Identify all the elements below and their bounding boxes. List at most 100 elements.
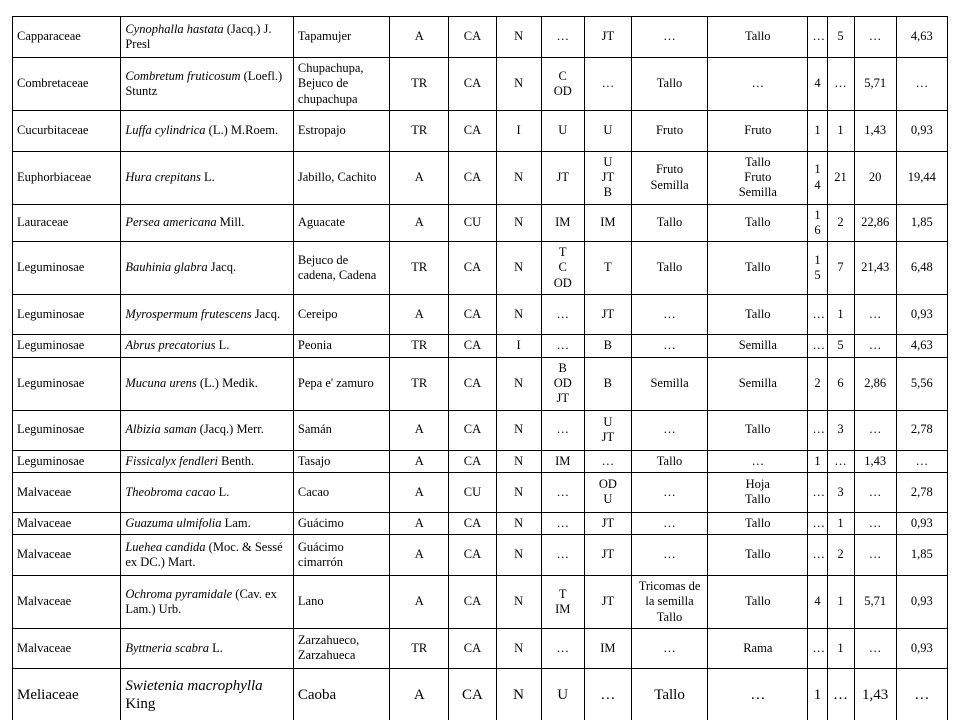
scientific-name: Persea americana <box>125 215 217 230</box>
count-a-cell: 15 <box>807 241 828 295</box>
count-b-cell: 2 <box>826 203 855 242</box>
author-abbreviation: (Loefl.) Stuntz <box>125 68 283 98</box>
count-a-cell: 1 <box>807 449 828 473</box>
scientific-name-cell: Luehea candida (Moc. & Sessé ex DC.) Mar… <box>120 534 294 576</box>
count-a-cell: … <box>807 534 828 576</box>
author-abbreviation: Jacq. <box>207 260 237 275</box>
use-code-a-cell: IM <box>540 203 585 242</box>
table-row: Meliaceae Swietenia macrophylla King Cao… <box>11 667 949 720</box>
scientific-name: Luehea candida <box>125 539 206 554</box>
percent-b-cell: … <box>895 449 949 473</box>
use-code-a-cell: U <box>540 109 585 152</box>
use-code-b-cell: JT <box>583 511 632 536</box>
percent-a-cell: … <box>853 409 897 451</box>
scientific-name-cell: Byttneria scabra L. <box>120 627 294 669</box>
habit-cell: TR <box>389 57 450 111</box>
plant-part-b-cell: Tallo Fruto Semilla <box>707 150 809 205</box>
plant-part-a-cell: … <box>630 534 709 576</box>
table-row: Leguminosae Bauhinia glabra Jacq. Bejuco… <box>11 241 949 295</box>
table-row: Leguminosae Myrospermum frutescens Jacq.… <box>11 293 949 335</box>
percent-b-cell: 0,93 <box>895 627 949 669</box>
use-code-b-cell: IM <box>583 627 632 669</box>
percent-b-cell: 6,48 <box>895 241 949 295</box>
percent-a-cell: 1,43 <box>853 449 897 473</box>
habit-cell: A <box>389 293 450 335</box>
origin-cell: N <box>495 575 542 629</box>
scientific-name-cell: Ochroma pyramidale (Cav. ex Lam.) Urb. <box>120 575 294 629</box>
common-name-cell: Estropajo <box>292 109 391 152</box>
table-row: Leguminosae Albizia saman (Jacq.) Merr. … <box>11 409 949 451</box>
use-code-b-cell: U <box>583 109 632 152</box>
table-row: Malvaceae Luehea candida (Moc. & Sessé e… <box>11 534 949 576</box>
plant-part-b-cell: Fruto <box>707 109 809 152</box>
family-cell: Combretaceae <box>11 57 122 111</box>
family-cell: Euphorbiaceae <box>11 150 122 205</box>
use-code-a-cell: … <box>540 293 585 335</box>
common-name-cell: Tapamujer <box>292 16 391 58</box>
count-b-cell: 6 <box>826 356 855 411</box>
author-abbreviation: L. <box>200 170 215 184</box>
common-name-cell: Cacao <box>292 471 391 513</box>
percent-b-cell: 2,78 <box>895 409 949 451</box>
management-cell: CA <box>448 667 497 720</box>
plant-part-b-cell: Hoja Tallo <box>707 471 809 513</box>
count-a-cell: 16 <box>807 203 828 242</box>
management-cell: CA <box>448 449 497 473</box>
count-a-cell: … <box>807 409 828 451</box>
habit-cell: A <box>389 511 450 536</box>
count-b-cell: 3 <box>826 409 855 451</box>
percent-b-cell: 0,93 <box>895 575 949 629</box>
plant-part-b-cell: Semilla <box>707 333 809 358</box>
origin-cell: I <box>495 109 542 152</box>
percent-b-cell: 5,56 <box>895 356 949 411</box>
use-code-a-cell: … <box>540 16 585 58</box>
scientific-name-cell: Hura crepitans L. <box>120 150 294 205</box>
habit-cell: TR <box>389 627 450 669</box>
author-abbreviation: (L.) Medik. <box>196 376 258 390</box>
scientific-name-cell: Myrospermum frutescens Jacq. <box>120 293 294 335</box>
use-code-b-cell: IM <box>583 203 632 242</box>
common-name-cell: Tasajo <box>292 449 391 473</box>
family-cell: Leguminosae <box>11 241 122 295</box>
use-code-a-cell: … <box>540 627 585 669</box>
use-code-a-cell: C OD <box>540 57 585 111</box>
count-a-cell: … <box>807 333 828 358</box>
count-a-cell: … <box>807 16 828 58</box>
use-code-b-cell: JT <box>583 575 632 629</box>
percent-a-cell: 5,71 <box>853 575 897 629</box>
family-cell: Leguminosae <box>11 409 122 451</box>
family-cell: Meliaceae <box>11 667 122 720</box>
count-a-cell: 4 <box>807 57 828 111</box>
common-name-cell: Lano <box>292 575 391 629</box>
count-a-cell: … <box>807 511 828 536</box>
table-body: Capparaceae Cynophalla hastata (Jacq.) J… <box>11 16 949 720</box>
origin-cell: N <box>495 534 542 576</box>
table-row: Lauraceae Persea americana Mill. Aguacat… <box>11 203 949 242</box>
plant-part-a-cell: Tallo <box>630 57 709 111</box>
plant-part-b-cell: … <box>707 449 809 473</box>
use-code-a-cell: … <box>540 471 585 513</box>
scientific-name: Bauhinia glabra <box>125 260 208 275</box>
management-cell: CU <box>448 471 497 513</box>
origin-cell: N <box>495 627 542 669</box>
author-abbreviation: Lam. <box>221 515 251 530</box>
use-code-a-cell: JT <box>540 150 585 205</box>
habit-cell: TR <box>389 356 450 411</box>
scientific-name: Albizia saman <box>125 422 197 437</box>
use-code-b-cell: B <box>583 333 632 358</box>
plant-part-a-cell: Tallo <box>630 449 709 473</box>
count-a-cell: … <box>807 293 828 335</box>
scientific-name-cell: Cynophalla hastata (Jacq.) J. Presl <box>120 16 294 58</box>
author-abbreviation: (Moc. & Sessé ex DC.) Mart. <box>125 539 283 569</box>
percent-a-cell: … <box>853 333 897 358</box>
percent-a-cell: … <box>853 511 897 536</box>
management-cell: CU <box>448 203 497 242</box>
count-b-cell: 21 <box>826 150 855 205</box>
origin-cell: N <box>495 16 542 58</box>
count-a-cell: 2 <box>807 356 828 411</box>
common-name-cell: Peonia <box>292 333 391 358</box>
plant-part-a-cell: Fruto <box>630 109 709 152</box>
scientific-name-cell: Luffa cylindrica (L.) M.Roem. <box>120 109 294 152</box>
use-code-b-cell: JT <box>583 16 632 58</box>
author-abbreviation: King <box>125 696 156 713</box>
